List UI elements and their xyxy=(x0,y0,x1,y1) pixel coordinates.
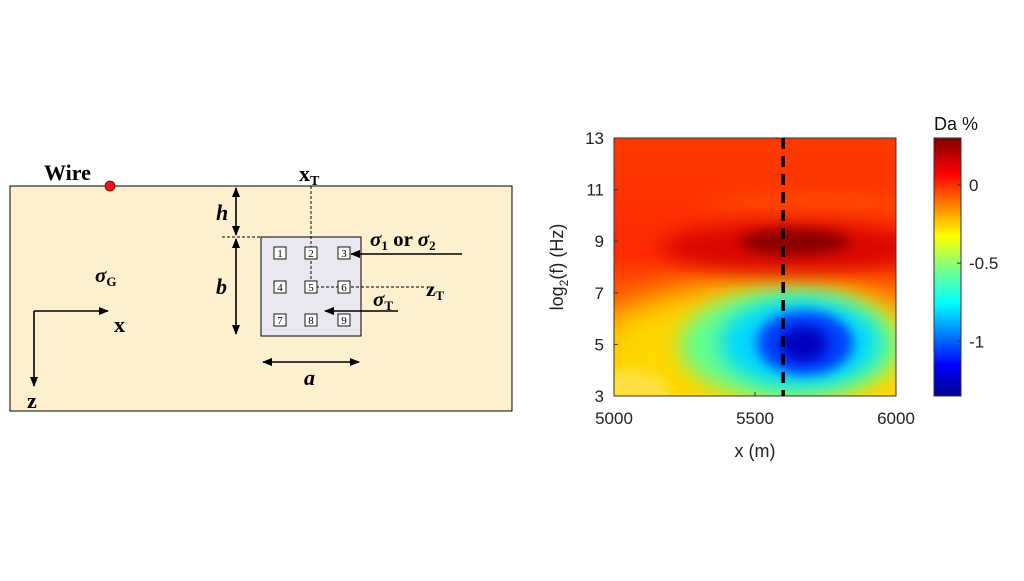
x-axis-title: x (m) xyxy=(735,441,776,461)
heatmap-min-core xyxy=(780,326,828,362)
sigma12-label: σ1 or σ2 xyxy=(370,227,436,253)
xT-label: xT xyxy=(299,161,320,189)
heatmap-corner xyxy=(614,370,670,396)
colorbar xyxy=(933,137,962,397)
y-tick-label: 9 xyxy=(595,232,604,251)
h-label: h xyxy=(216,200,228,225)
cell-label-2: 2 xyxy=(308,248,314,260)
cell-box-4 xyxy=(273,280,287,294)
cell-box-1 xyxy=(273,246,287,260)
y-tick-label: 7 xyxy=(595,284,604,303)
y-tick-label: 13 xyxy=(585,129,604,148)
wire-icon xyxy=(104,180,116,192)
x-tick-label: 5500 xyxy=(736,409,774,428)
zT-label: zT xyxy=(426,277,444,303)
cell-label-4: 4 xyxy=(277,282,283,294)
cell-box-9 xyxy=(337,313,351,327)
cell-box-2 xyxy=(304,246,318,260)
cell-box-6 xyxy=(337,280,351,294)
colorbar-title: Da % xyxy=(934,114,978,134)
sigmaT-label: σT xyxy=(373,287,393,313)
colorbar-tick-label: 0 xyxy=(969,176,978,195)
y-tick-label: 3 xyxy=(595,387,604,406)
cell-label-3: 3 xyxy=(341,248,347,260)
cell-box-5 xyxy=(304,280,318,294)
heatmap-field xyxy=(614,138,896,396)
x-axis-label: x xyxy=(114,312,125,337)
colorbar-ticks: 0 -0.5 -1 xyxy=(957,176,998,351)
colorbar-tick-label: -1 xyxy=(969,332,984,351)
y-ticks: 3 5 7 9 11 13 xyxy=(585,129,618,406)
colorbar-tick-label: -0.5 xyxy=(969,254,998,273)
target-cells: 1 2 3 4 5 6 7 8 9 xyxy=(273,246,351,327)
cell-box-8 xyxy=(304,313,318,327)
wire-label: Wire xyxy=(44,160,91,185)
x-tick-label: 5000 xyxy=(595,409,633,428)
heatmap-max-core xyxy=(740,229,850,255)
y-axis-title: log2(f) (Hz) xyxy=(547,224,571,311)
cell-label-7: 7 xyxy=(277,315,283,327)
heatmap-chart: 5000 5500 6000 3 5 7 9 11 13 x (m) log2(f) (Hz)… xyxy=(547,114,998,461)
sigmaG-label: σG xyxy=(95,263,116,289)
x-tick-label: 6000 xyxy=(877,409,915,428)
cell-label-8: 8 xyxy=(308,315,314,327)
cell-label-9: 9 xyxy=(341,315,347,327)
b-label: b xyxy=(216,274,227,299)
z-axis-label: z xyxy=(27,388,37,413)
x-ticks: 5000 5500 6000 xyxy=(595,392,915,428)
a-label: a xyxy=(304,365,315,390)
geometry-diagram: Wire 1 2 3 4 5 6 7 8 9 h b a xT σ1 or σ2 zT σT σ… xyxy=(9,160,513,413)
y-tick-label: 5 xyxy=(595,335,604,354)
heatmap-upper-band xyxy=(700,191,896,219)
cell-label-1: 1 xyxy=(277,248,283,260)
cell-label-6: 6 xyxy=(341,282,347,294)
cell-box-7 xyxy=(273,313,287,327)
cell-label-5: 5 xyxy=(308,282,314,294)
y-tick-label: 11 xyxy=(586,181,604,200)
